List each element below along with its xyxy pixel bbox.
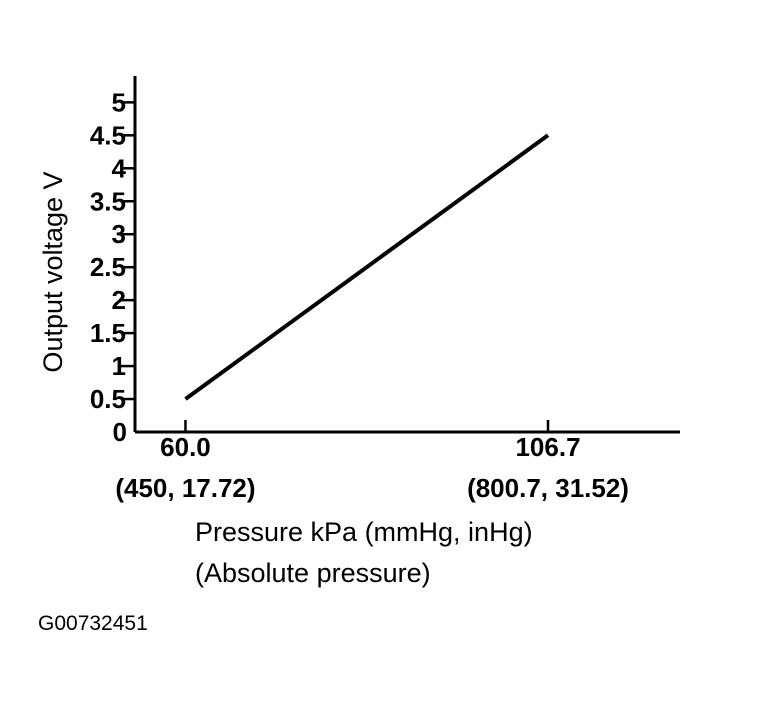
y-tick-label: 0.5 [90,384,126,414]
y-tick-label: 3.5 [90,186,126,216]
x-axis-subtitle: (Absolute pressure) [195,558,431,588]
y-tick-label: 4 [112,153,127,183]
y-ticks: 00.511.522.533.544.55 [90,87,135,447]
x-ticks: 60.0 (450, 17.72) 106.7 (800.7, 31.52) [115,420,629,503]
y-tick-label: 1 [112,351,126,381]
y-tick-label: 5 [112,87,126,117]
x-tick-label: 60.0 [160,432,211,462]
x-tick-label: (800.7, 31.52) [467,473,629,503]
y-tick-label: 2.5 [90,252,126,282]
x-axis-title: Pressure kPa (mmHg, inHg) [195,517,533,547]
y-tick-label: 4.5 [90,120,126,150]
y-tick-label: 2 [112,285,126,315]
y-tick-label: 3 [112,219,126,249]
data-line [184,133,550,401]
x-tick-label: 106.7 [515,432,580,462]
figure-id: G00732451 [38,612,148,635]
y-axis-title: Output voltage V [38,171,68,372]
y-tick-label: 0 [113,417,127,447]
x-tick-label: (450, 17.72) [115,473,255,503]
y-tick-label: 1.5 [90,318,126,348]
